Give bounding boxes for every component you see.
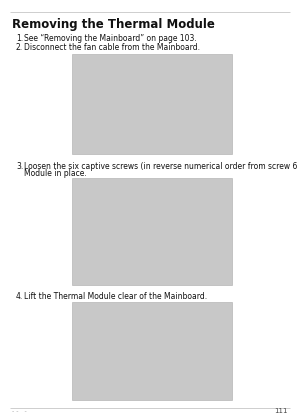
Text: Disconnect the fan cable from the Mainboard.: Disconnect the fan cable from the Mainbo… [24, 43, 200, 52]
Text: See “Removing the Mainboard” on page 103.: See “Removing the Mainboard” on page 103… [24, 34, 197, 43]
Bar [72, 302, 232, 400]
Text: 111: 111 [274, 408, 288, 414]
Text: 1.: 1. [16, 34, 23, 43]
Text: Loosen the six captive screws (in reverse numerical order from screw 6 to screw : Loosen the six captive screws (in revers… [24, 162, 300, 171]
Text: 2.: 2. [16, 43, 23, 52]
Text: 3.: 3. [16, 162, 23, 171]
Text: Module in place.: Module in place. [24, 170, 87, 178]
Text: 4.: 4. [16, 292, 23, 301]
Text: Lift the Thermal Module clear of the Mainboard.: Lift the Thermal Module clear of the Mai… [24, 292, 207, 301]
Bar [72, 178, 232, 285]
Bar [72, 54, 232, 154]
Text: Removing the Thermal Module: Removing the Thermal Module [12, 18, 215, 31]
Text: - -   -: - - - [12, 409, 27, 414]
